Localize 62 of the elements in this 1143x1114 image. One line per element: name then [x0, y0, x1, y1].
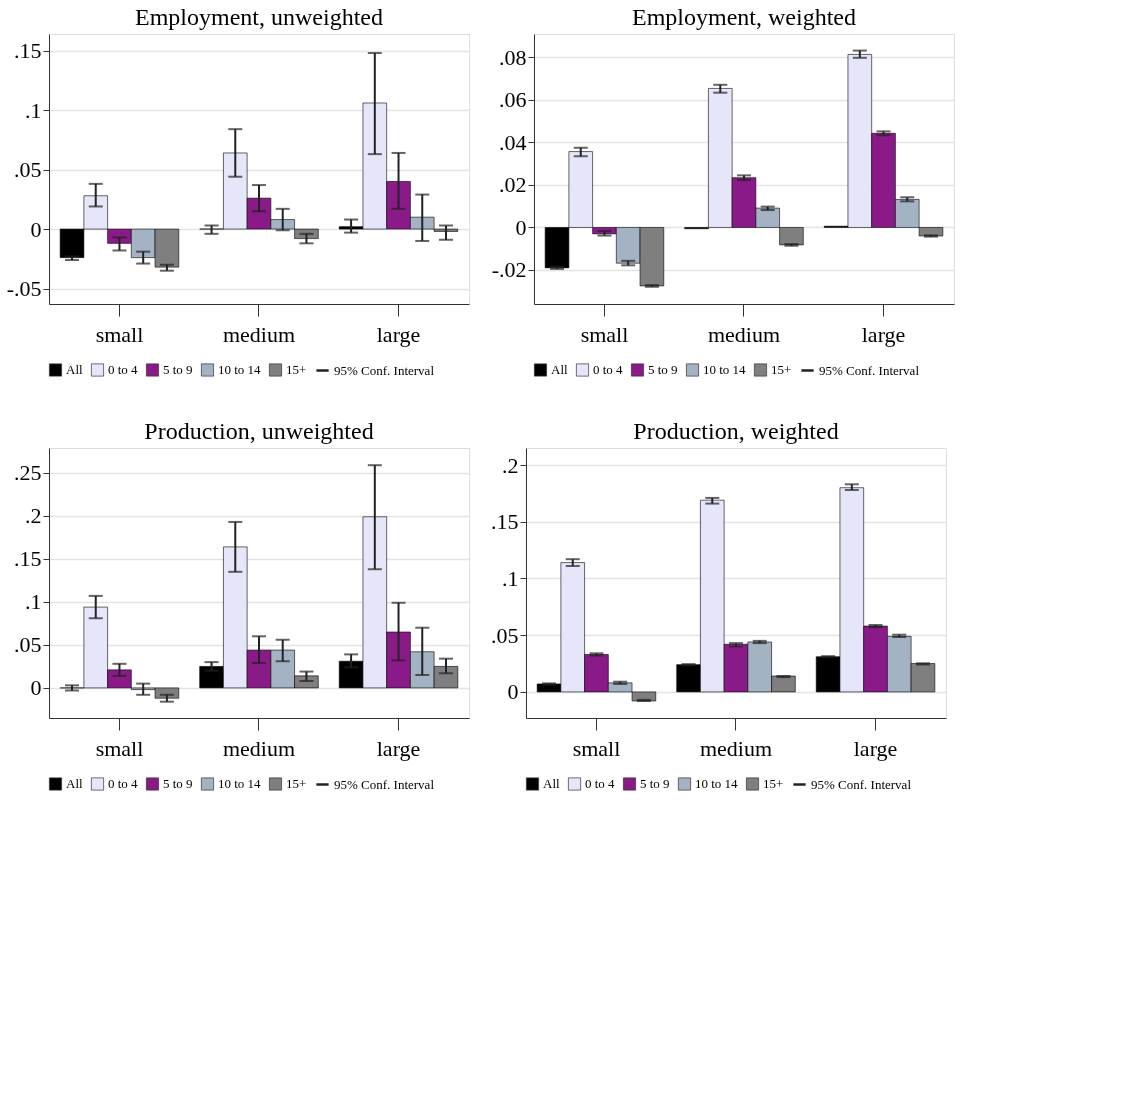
x-tick-label: large — [376, 735, 421, 761]
legend-label: 15+ — [286, 775, 307, 791]
chart-title: Production, unweighted — [144, 418, 374, 444]
y-tick-label: .05 — [14, 632, 42, 658]
y-tick-label: .05 — [14, 157, 42, 183]
y-tick-label: 0 — [515, 214, 527, 240]
x-tick-label: medium — [222, 735, 296, 761]
y-tick-label: .15 — [491, 509, 519, 535]
legend-label: 0 to 4 — [108, 775, 139, 791]
y-tick-label: -.05 — [6, 276, 42, 302]
x-tick-label: small — [95, 321, 144, 347]
legend-label: All — [66, 775, 83, 791]
text: 95% Conf. Interval — [334, 362, 435, 378]
text: 95% Conf. Interval — [334, 776, 435, 792]
legend-label: 5 to 9 — [648, 361, 678, 377]
y-tick-label: .08 — [499, 44, 527, 70]
y-tick-label: 0 — [507, 679, 519, 705]
y-tick-label: .04 — [499, 129, 527, 155]
y-tick-label: .15 — [14, 38, 42, 64]
chart-title: Employment, unweighted — [135, 4, 383, 30]
legend-label: 0 to 4 — [593, 361, 624, 377]
legend-label: 10 to 14 — [218, 361, 262, 377]
legend-label: 5 to 9 — [163, 775, 193, 791]
legend-label: All — [543, 775, 560, 791]
text: 95% Conf. Interval — [811, 776, 912, 792]
legend-label: 10 to 14 — [218, 775, 262, 791]
x-tick-label: small — [95, 735, 144, 761]
y-tick-label: .1 — [502, 565, 519, 591]
x-tick-label: medium — [699, 735, 773, 761]
x-tick-label: small — [580, 321, 629, 347]
legend-label: All — [66, 361, 83, 377]
legend-label: 5 to 9 — [640, 775, 670, 791]
legend-label: 15+ — [286, 361, 307, 377]
x-tick-label: medium — [222, 321, 296, 347]
legend-label: All — [551, 361, 568, 377]
x-tick-label: small — [572, 735, 621, 761]
y-tick-label: .02 — [499, 172, 527, 198]
y-tick-label: .15 — [14, 546, 42, 572]
legend-label: 0 to 4 — [585, 775, 616, 791]
legend-label: 15+ — [763, 775, 784, 791]
legend-label: 5 to 9 — [163, 361, 193, 377]
legend-label: 10 to 14 — [695, 775, 739, 791]
y-tick-label: .2 — [25, 503, 42, 529]
chart-title: Production, weighted — [633, 418, 839, 444]
legend-label: 15+ — [771, 361, 792, 377]
y-tick-label: .06 — [499, 87, 527, 113]
legend-label: 0 to 4 — [108, 361, 139, 377]
legend-label: 10 to 14 — [703, 361, 747, 377]
chart-title: Employment, weighted — [632, 4, 856, 30]
y-tick-label: .25 — [14, 460, 42, 486]
y-tick-label: -.02 — [491, 257, 527, 283]
x-tick-label: large — [853, 735, 898, 761]
y-tick-label: 0 — [30, 675, 42, 701]
x-tick-label: large — [376, 321, 421, 347]
y-tick-label: .2 — [502, 452, 519, 478]
x-tick-label: large — [861, 321, 906, 347]
text: 95% Conf. Interval — [819, 362, 920, 378]
y-tick-label: .1 — [25, 97, 42, 123]
y-tick-label: 0 — [30, 216, 42, 242]
y-tick-label: .1 — [25, 589, 42, 615]
y-tick-label: .05 — [491, 622, 519, 648]
x-tick-label: medium — [707, 321, 781, 347]
